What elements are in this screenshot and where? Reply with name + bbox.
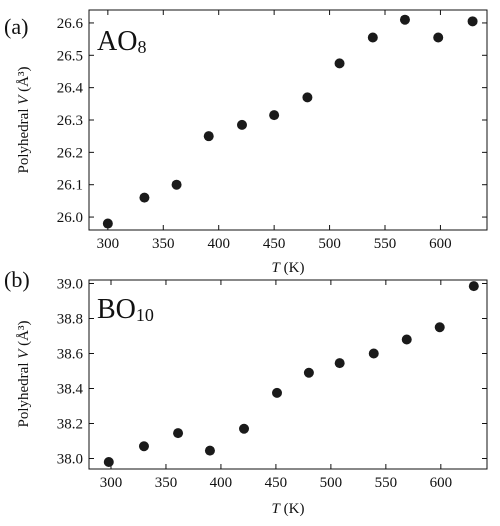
annotation-b-sub: 10 bbox=[136, 305, 154, 325]
x-axis-title-a-italic: T bbox=[272, 260, 282, 276]
x-tick-label-a-0: 300 bbox=[97, 236, 120, 252]
data-point-a-5 bbox=[269, 110, 280, 121]
data-point-b-11 bbox=[468, 281, 479, 292]
x-tick-label-b-5: 550 bbox=[375, 475, 398, 491]
plot-frame-b bbox=[88, 279, 488, 470]
y-axis-title-b-italic: V bbox=[16, 348, 32, 359]
x-axis-title-b: T (K) bbox=[272, 501, 305, 517]
data-point-a-3 bbox=[203, 131, 214, 142]
data-point-a-8 bbox=[367, 32, 378, 43]
x-tick-label-a-2: 400 bbox=[207, 236, 230, 252]
data-point-b-0 bbox=[103, 457, 114, 467]
x-tick-label-a-4: 500 bbox=[318, 236, 341, 252]
x-tick-label-b-6: 600 bbox=[430, 475, 453, 491]
data-point-b-7 bbox=[334, 358, 345, 369]
data-point-a-4 bbox=[236, 119, 247, 130]
data-point-b-4 bbox=[239, 423, 250, 434]
y-axis-title-b: Polyhedral V (Å³) bbox=[16, 321, 32, 428]
y-tick-label-a-1: 26.1 bbox=[57, 178, 83, 194]
annotation-b-main: BO bbox=[97, 294, 136, 325]
data-point-a-9 bbox=[399, 14, 410, 25]
ticks-a bbox=[89, 10, 487, 230]
y-tick-label-b-1: 38.2 bbox=[57, 417, 83, 433]
y-tick-label-b-4: 38.8 bbox=[57, 312, 83, 328]
y-tick-labels-a: 26.0 26.1 26.2 26.3 26.4 26.5 26.6 bbox=[57, 16, 84, 226]
x-tick-label-b-3: 450 bbox=[265, 475, 288, 491]
data-point-b-6 bbox=[303, 367, 314, 378]
data-point-b-10 bbox=[434, 322, 445, 333]
data-point-a-2 bbox=[171, 179, 182, 190]
data-point-b-5 bbox=[272, 387, 283, 398]
y-tick-label-a-2: 26.2 bbox=[57, 145, 83, 161]
data-point-b-3 bbox=[204, 445, 215, 456]
data-points-b bbox=[103, 281, 479, 467]
x-axis-title-a-rest: (K) bbox=[280, 260, 305, 276]
y-axis-title-a: Polyhedral V (Å³) bbox=[16, 67, 32, 174]
x-axis-title-b-rest: (K) bbox=[280, 501, 305, 517]
data-point-a-0 bbox=[102, 218, 113, 229]
x-axis-title-a: T (K) bbox=[272, 260, 305, 276]
ticks-b bbox=[89, 280, 487, 469]
data-point-a-1 bbox=[139, 192, 150, 203]
annotation-b: BO10 bbox=[97, 294, 154, 325]
data-point-b-1 bbox=[138, 441, 149, 452]
y-tick-label-b-3: 38.6 bbox=[57, 347, 84, 363]
data-point-a-7 bbox=[334, 58, 345, 69]
x-tick-label-a-3: 450 bbox=[263, 236, 286, 252]
data-point-b-9 bbox=[401, 334, 412, 345]
x-tick-label-a-5: 550 bbox=[374, 236, 397, 252]
y-tick-label-b-0: 38.0 bbox=[57, 452, 83, 468]
y-tick-label-b-5: 39.0 bbox=[57, 277, 83, 293]
data-point-b-8 bbox=[368, 348, 379, 359]
x-tick-label-a-6: 600 bbox=[429, 236, 452, 252]
data-point-a-6 bbox=[302, 92, 313, 103]
data-point-b-2 bbox=[173, 428, 184, 439]
annotation-a: AO8 bbox=[97, 26, 146, 57]
x-tick-labels-b: 300 350 400 450 500 550 600 bbox=[100, 475, 452, 491]
y-axis-title-b-rest: (Å³) bbox=[16, 321, 32, 350]
y-tick-labels-b: 38.0 38.2 38.4 38.6 38.8 39.0 bbox=[57, 277, 84, 468]
y-tick-label-a-0: 26.0 bbox=[57, 210, 83, 226]
x-tick-label-b-2: 400 bbox=[210, 475, 233, 491]
panel-label-a: (a) bbox=[4, 14, 28, 39]
x-tick-label-b-4: 500 bbox=[320, 475, 343, 491]
y-axis-title-b-plain: Polyhedral bbox=[16, 359, 32, 428]
x-tick-label-b-0: 300 bbox=[100, 475, 123, 491]
panel-label-b: (b) bbox=[4, 267, 30, 292]
panel-a: (a) AO8 300 350 400 450 500 550 600 26.026.126… bbox=[4, 9, 488, 276]
y-tick-label-a-5: 26.5 bbox=[57, 48, 83, 64]
y-tick-label-a-4: 26.4 bbox=[57, 81, 84, 97]
data-point-a-10 bbox=[433, 32, 444, 43]
x-axis-title-b-italic: T bbox=[272, 501, 282, 517]
x-tick-labels-a: 300 350 400 450 500 550 600 bbox=[97, 236, 452, 252]
y-tick-label-b-2: 38.4 bbox=[57, 382, 84, 398]
y-axis-title-a-rest: (Å³) bbox=[16, 67, 32, 96]
y-axis-title-a-italic: V bbox=[16, 94, 32, 105]
x-tick-label-b-1: 350 bbox=[155, 475, 178, 491]
y-tick-label-a-6: 26.6 bbox=[57, 16, 84, 32]
y-tick-label-a-3: 26.3 bbox=[57, 113, 83, 129]
x-tick-label-a-1: 350 bbox=[152, 236, 175, 252]
data-point-a-11 bbox=[467, 16, 478, 27]
y-axis-title-a-plain: Polyhedral bbox=[16, 105, 32, 174]
annotation-a-main: AO bbox=[97, 26, 137, 57]
annotation-a-sub: 8 bbox=[137, 37, 146, 57]
data-points-a bbox=[102, 14, 478, 229]
panel-b: (b) BO10 300 350 400 450 500 550 600 38.038.23… bbox=[4, 267, 488, 517]
